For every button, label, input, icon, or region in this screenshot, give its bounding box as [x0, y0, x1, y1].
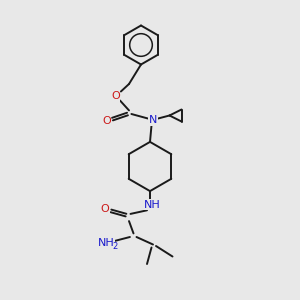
- Text: NH: NH: [144, 200, 161, 210]
- Text: NH: NH: [98, 238, 115, 248]
- Text: N: N: [149, 115, 157, 125]
- Text: O: O: [100, 203, 109, 214]
- Text: O: O: [102, 116, 111, 127]
- Text: 2: 2: [112, 242, 118, 251]
- Text: O: O: [111, 91, 120, 101]
